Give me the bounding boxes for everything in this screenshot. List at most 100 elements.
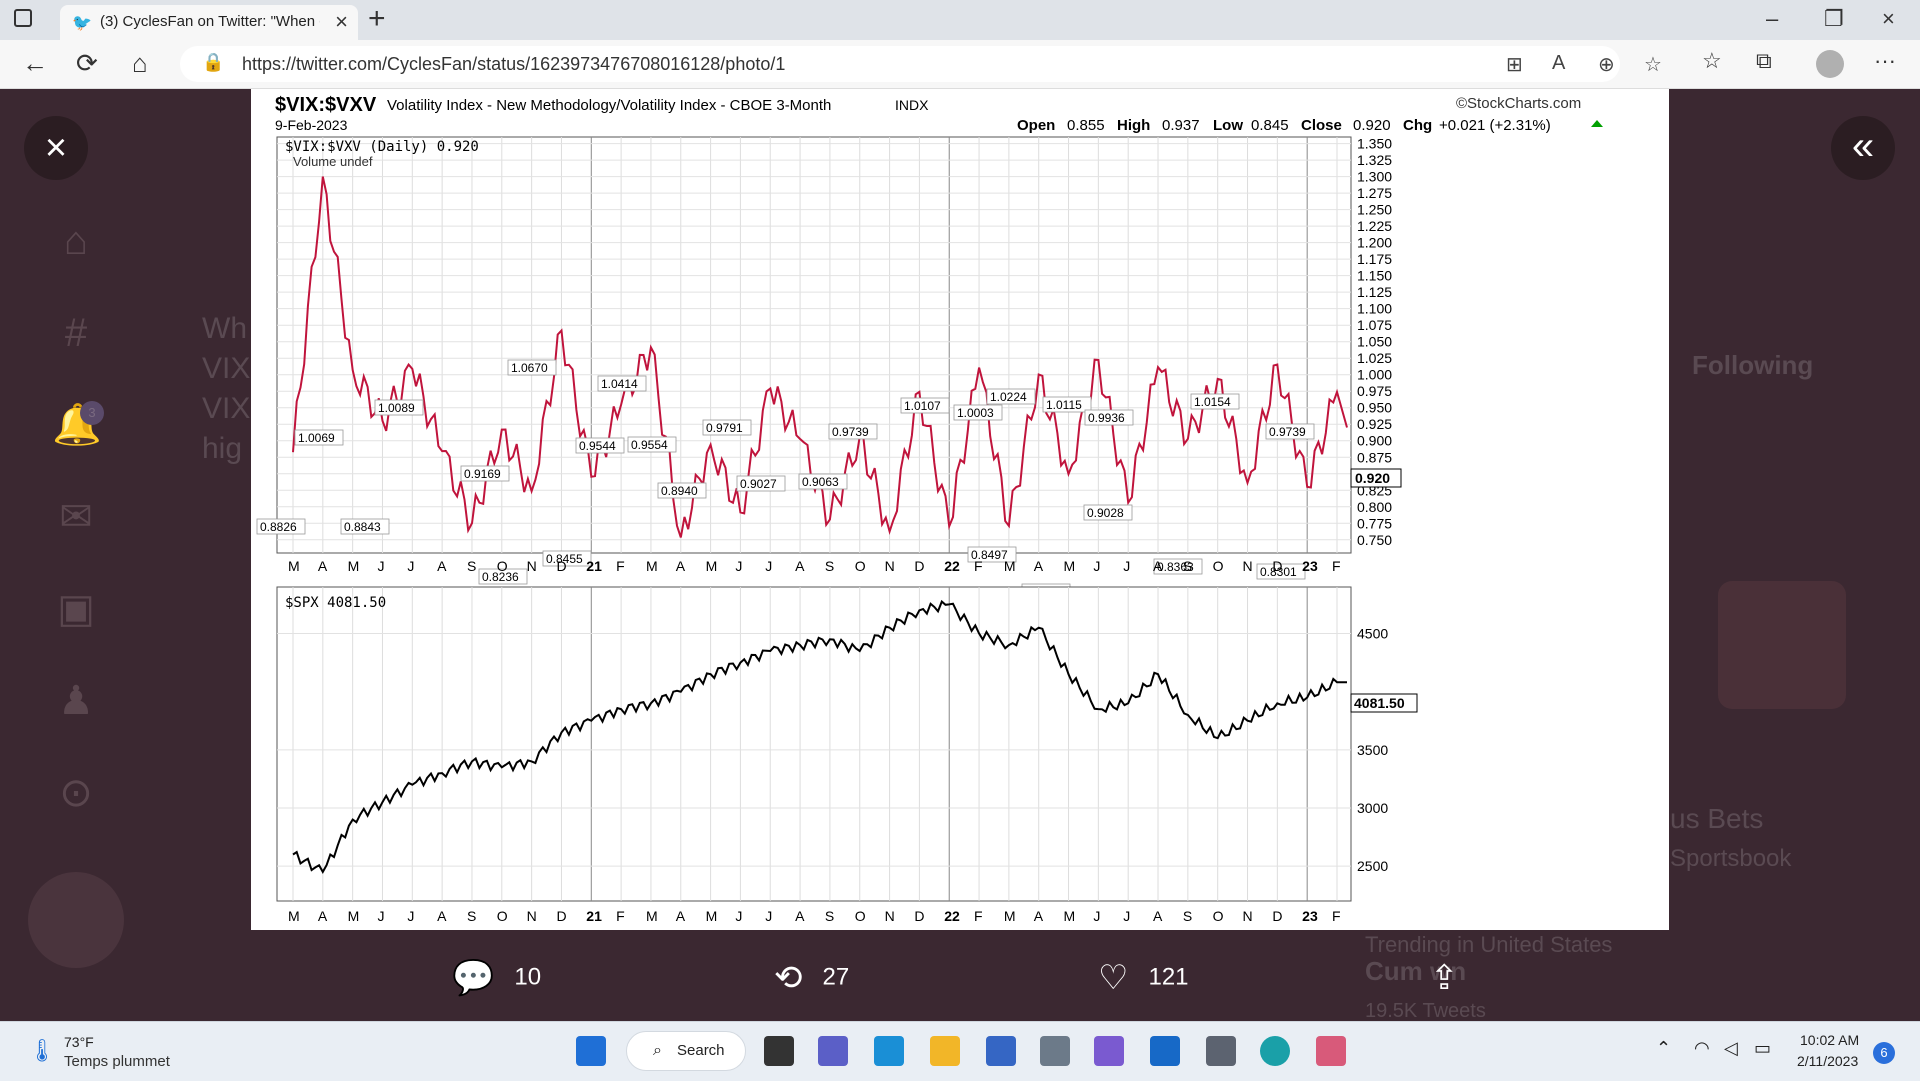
ratio-grid	[277, 137, 1351, 553]
x-tick-label: F	[974, 558, 983, 574]
read-aloud-icon[interactable]: A	[1552, 52, 1566, 74]
annotation-box	[374, 399, 424, 416]
x-tick-label: F	[1332, 558, 1341, 574]
spx-last-value: 4081.50	[1354, 695, 1405, 711]
ohlc-line: Open 0.855 High 0.937 Low 0.845 Close 0.…	[1017, 117, 1551, 134]
chart-source: ©StockCharts.com	[1456, 95, 1581, 112]
weather-desc[interactable]: Temps plummet	[64, 1053, 170, 1070]
share-button[interactable]: ⇪	[1430, 958, 1479, 998]
x-tick-label: M	[706, 908, 718, 924]
spx-last-value-box	[1350, 693, 1418, 713]
home-icon[interactable]: ⌂	[132, 48, 148, 78]
x-tick-label: J	[407, 908, 414, 924]
notification-count[interactable]: 6	[1873, 1042, 1895, 1064]
spx-grid	[277, 587, 1351, 901]
x-tick-label: 21	[586, 908, 602, 924]
start-icon[interactable]	[576, 1036, 606, 1066]
battery-icon[interactable]: ▭	[1754, 1038, 1772, 1058]
volume-icon[interactable]: ◁	[1724, 1038, 1738, 1058]
like-button[interactable]: ♡ 121	[1098, 959, 1189, 997]
refresh-icon[interactable]: ⟳	[76, 48, 98, 78]
app-icon[interactable]	[1094, 1036, 1124, 1066]
annotation-label: 0.9028	[1087, 506, 1124, 520]
apps-icon[interactable]: ⊞	[1506, 54, 1523, 76]
x-tick-label: O	[1213, 908, 1224, 924]
ghost-promo: us Bets	[1670, 803, 1764, 834]
edge-icon[interactable]	[1260, 1036, 1290, 1066]
maximize-icon[interactable]: ❐	[1824, 6, 1844, 31]
store-icon[interactable]	[986, 1036, 1016, 1066]
x-tick-label: O	[855, 908, 866, 924]
twitter-blue-icon: ▣	[57, 587, 95, 631]
mail-app-icon[interactable]	[1150, 1036, 1180, 1066]
ratio-x-axis: M A M J J A S O N D 21 F M A M J J A S O N D 22 F M A M J J A S O N D 23 F	[288, 558, 1341, 574]
ghost-trend-count: 19.5K Tweets	[1365, 1000, 1486, 1022]
annotation-label: 0.8826	[260, 520, 297, 534]
annotation-box	[900, 397, 950, 414]
window-close-icon[interactable]: ×	[1882, 6, 1895, 31]
annotation-box	[736, 475, 786, 492]
task-view-icon[interactable]	[764, 1036, 794, 1066]
tray-chevron-icon[interactable]: ⌃	[1656, 1038, 1672, 1058]
back-icon[interactable]: ←	[22, 48, 48, 78]
low-value: 0.845	[1251, 117, 1289, 134]
annotation-label: 1.0154	[1194, 395, 1231, 409]
minimize-icon[interactable]: –	[1766, 6, 1779, 31]
annotation-box	[478, 568, 528, 585]
x-tick-label: S	[825, 558, 834, 574]
more-options-icon[interactable]: ···	[1874, 48, 1896, 73]
ratio-last-value: 0.920	[1355, 470, 1390, 486]
tab-bar: 🐦 (3) CyclesFan on Twitter: "When c × + …	[0, 0, 1920, 40]
open-label: Open	[1017, 117, 1055, 134]
tab-actions-icon[interactable]	[14, 9, 32, 27]
teams-icon[interactable]	[818, 1036, 848, 1066]
reply-icon: 💬	[452, 959, 495, 997]
annotation-box	[967, 546, 1017, 563]
zoom-icon[interactable]: ⊕	[1598, 54, 1615, 76]
x-tick-label: M	[1004, 558, 1016, 574]
retweet-button[interactable]: ⟲ 27	[774, 959, 850, 997]
annotation-label: 0.9544	[579, 439, 616, 453]
x-tick-label: M	[348, 908, 360, 924]
y-tick-label: 0.950	[1357, 400, 1392, 416]
annotation-label: 0.8301	[1260, 565, 1297, 579]
clock-time[interactable]: 10:02 AM	[1800, 1032, 1860, 1048]
weather-temp[interactable]: 73°F	[64, 1034, 94, 1050]
x-tick-label: N	[1243, 558, 1253, 574]
close-photo-button[interactable]: ×	[24, 116, 88, 180]
url-box[interactable]: 🔒 https://twitter.com/CyclesFan/status/1…	[180, 46, 1662, 82]
annotation-box	[294, 429, 344, 446]
tweet-photo: $VIX:$VXV Volatility Index - New Methodo…	[251, 89, 1669, 930]
snipping-tool-icon[interactable]	[1316, 1036, 1346, 1066]
x-tick-label: A	[795, 908, 805, 924]
url-text[interactable]: https://twitter.com/CyclesFan/status/162…	[242, 54, 786, 74]
x-tick-label: M	[706, 558, 718, 574]
taskbar-search[interactable]: ⌕ Search	[626, 1031, 746, 1071]
x-tick-label: O	[1213, 558, 1224, 574]
annotation-label: 1.0115	[1046, 398, 1082, 412]
calculator-icon[interactable]	[1040, 1036, 1070, 1066]
reply-button[interactable]: 💬 10	[452, 959, 542, 997]
file-explorer-icon[interactable]	[930, 1036, 960, 1066]
wifi-icon[interactable]: ◠	[1694, 1038, 1710, 1058]
y-tick-label: 0.750	[1357, 532, 1392, 548]
widgets-icon[interactable]	[874, 1036, 904, 1066]
clock-date[interactable]: 2/11/2023	[1797, 1053, 1859, 1069]
settings-icon[interactable]	[1206, 1036, 1236, 1066]
favorites-icon[interactable]: ☆	[1702, 48, 1722, 73]
favorite-add-icon[interactable]: ☆	[1644, 54, 1662, 76]
annotation-label: 0.9739	[1269, 425, 1306, 439]
annotation-label: 0.8497	[971, 548, 1008, 562]
weather-icon[interactable]: 🌡	[28, 1038, 56, 1063]
lock-icon[interactable]: 🔒	[202, 52, 225, 72]
collections-icon[interactable]: ⧉	[1756, 48, 1772, 73]
profile-avatar[interactable]	[1816, 50, 1844, 78]
ghost-trend-image	[1718, 581, 1846, 709]
new-tab-button[interactable]: +	[368, 2, 386, 35]
browser-tab[interactable]: 🐦 (3) CyclesFan on Twitter: "When c ×	[60, 5, 358, 40]
twitter-bird-icon: 🐦	[72, 15, 92, 32]
close-tab-icon[interactable]: ×	[335, 9, 348, 34]
y-tick-label: 1.200	[1357, 235, 1392, 251]
expand-sidebar-button[interactable]: «	[1831, 116, 1895, 180]
x-tick-label: S	[467, 558, 476, 574]
